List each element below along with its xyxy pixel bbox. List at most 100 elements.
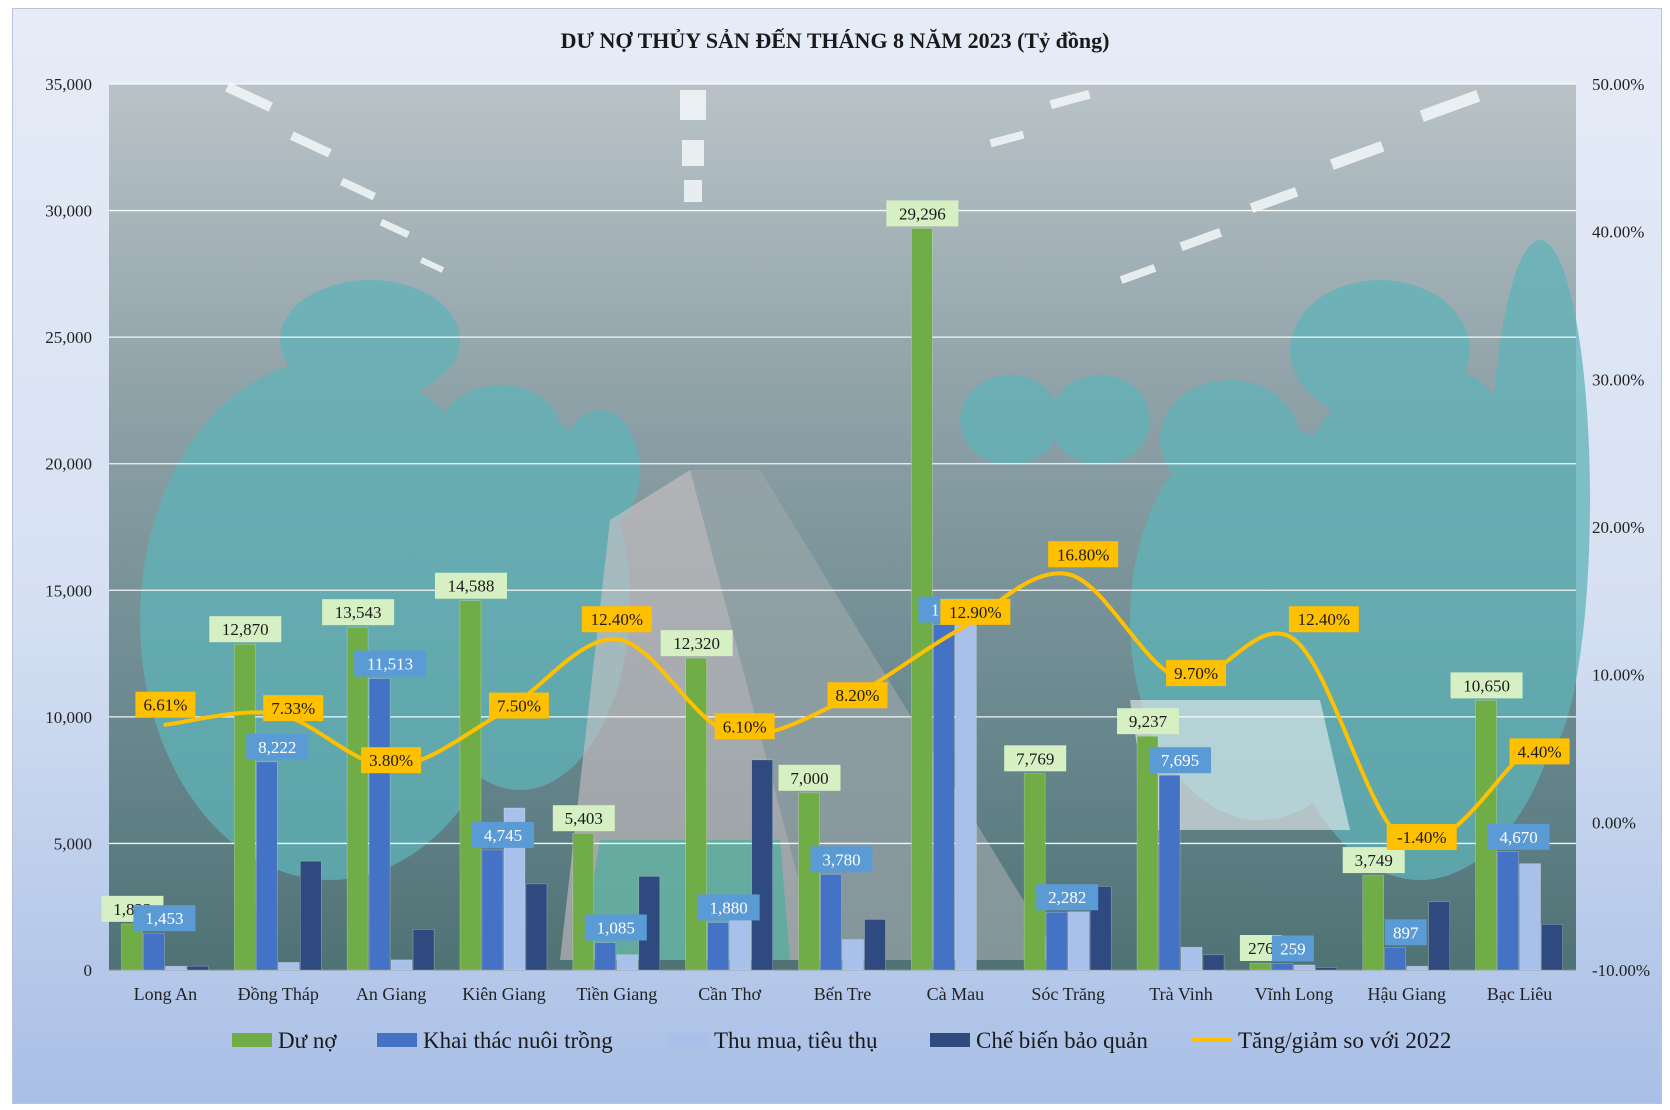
bar (1541, 924, 1563, 971)
bar-data-label: 3,780 (822, 850, 860, 869)
line-data-label-box (714, 713, 775, 740)
y-right-tick-label: 30.00% (1592, 370, 1644, 389)
bar-data-label: 8,222 (258, 738, 296, 757)
line-data-label: 6.61% (143, 696, 187, 715)
x-tick-label: Kiên Giang (462, 984, 545, 1004)
bar (255, 761, 278, 971)
line-point (953, 629, 958, 634)
bar-data-label-box (697, 894, 760, 921)
bar (955, 600, 977, 971)
bar-data-label: 3,749 (1355, 851, 1393, 870)
bar-data-label-box (886, 200, 959, 227)
line-data-label: -1.40% (1397, 828, 1447, 847)
bar (481, 849, 504, 971)
bar (1180, 946, 1203, 971)
line-data-label-box (1048, 541, 1119, 568)
bar (390, 959, 413, 971)
line-data-label-box (361, 747, 422, 774)
bar-data-label: 7,695 (1161, 751, 1199, 770)
line-data-label-box (1509, 738, 1570, 765)
legend-swatch (930, 1033, 970, 1047)
bar (798, 792, 820, 971)
y-right-tick-label: 50.00% (1592, 75, 1644, 94)
bar (525, 883, 548, 971)
bar-data-label-box (133, 905, 196, 932)
y-right-tick-label: 20.00% (1592, 518, 1644, 537)
y-left-tick-label: 5,000 (54, 834, 92, 853)
bar-data-label-box (1342, 847, 1405, 874)
y-right-tick-label: -10.00% (1592, 961, 1650, 980)
bar (346, 626, 369, 971)
bar-data-label: 9,237 (1129, 712, 1168, 731)
bar (121, 923, 143, 971)
gridlines (109, 83, 1576, 845)
x-tick-label: Đồng Tháp (238, 984, 319, 1004)
bar-data-label: 897 (1393, 923, 1419, 942)
bar-data-label-box (1384, 919, 1427, 946)
bar (1519, 863, 1541, 971)
line-data-label-box (1386, 824, 1457, 851)
bar (1136, 735, 1159, 971)
x-tick-label: Cà Mau (927, 984, 985, 1004)
line-data-label: 7.33% (271, 699, 315, 718)
bar (594, 942, 617, 971)
bars-layer (121, 228, 1563, 971)
data-labels-layer: 1,82312,87013,54314,5885,40312,3207,0002… (101, 200, 1570, 962)
x-tick-label: Bến Tre (814, 984, 872, 1004)
line-point (163, 722, 168, 727)
legend-label: Dư nợ (278, 1028, 337, 1053)
bar (572, 832, 595, 971)
bar (842, 939, 864, 971)
bar-data-label: 12,870 (222, 620, 269, 639)
legend-swatch (377, 1033, 417, 1047)
bar (1406, 965, 1429, 971)
x-tick-label: Hậu Giang (1367, 984, 1445, 1004)
bar-data-label: 11,513 (367, 655, 413, 674)
line-point (1066, 572, 1071, 577)
line-data-label: 6.10% (723, 717, 767, 736)
bar-data-label-box (1004, 745, 1067, 772)
bar (187, 965, 209, 971)
x-tick-label: Vĩnh Long (1255, 984, 1334, 1004)
bar (233, 643, 256, 971)
bar (459, 600, 482, 971)
background-photo (109, 82, 1590, 970)
axes: 0 5,000 10,000 15,000 20,000 25,000 30,000 35,0… (45, 75, 1650, 1004)
line-data-label: 8.20% (836, 686, 880, 705)
y-left-tick-label: 35,000 (45, 75, 92, 94)
bar-data-label: 4,745 (484, 826, 522, 845)
line-data-label-box (827, 682, 888, 709)
bar-data-label-box (660, 630, 733, 657)
x-tick-label: Sóc Trăng (1031, 984, 1105, 1004)
bar-data-label: 10,650 (1463, 676, 1510, 695)
line-data-label: 9.70% (1174, 664, 1218, 683)
bar-data-label: 7,000 (790, 769, 828, 788)
bar-data-label: 13,543 (335, 603, 382, 622)
line-data-label-box (1288, 606, 1359, 633)
bar-data-label: 1,453 (145, 909, 183, 928)
y-left-tick-label: 25,000 (45, 328, 92, 347)
bar-data-label-box (584, 914, 647, 941)
bar (1202, 954, 1225, 971)
line-data-label-box (135, 691, 196, 718)
bar-data-label-box (1487, 823, 1550, 850)
bar (933, 624, 955, 971)
bar-data-label-box (246, 733, 309, 760)
line-data-label-box (581, 606, 652, 633)
bar-data-label-box (471, 821, 534, 848)
bar-data-label-box (810, 846, 873, 873)
y-left-tick-label: 30,000 (45, 202, 92, 221)
legend-swatch (232, 1033, 272, 1047)
bar-data-label: 29,296 (899, 204, 946, 223)
bar-data-label-box (1149, 747, 1212, 774)
x-tick-label: Bạc Liêu (1487, 984, 1552, 1004)
bar (729, 916, 751, 971)
bar (616, 954, 639, 971)
bar-data-label-box (434, 572, 507, 599)
bar (1271, 963, 1294, 971)
x-tick-label: Tiền Giang (576, 984, 657, 1004)
bar (143, 932, 165, 971)
line-data-label-box (488, 692, 549, 719)
y-right-tick-label: 10.00% (1592, 666, 1644, 685)
